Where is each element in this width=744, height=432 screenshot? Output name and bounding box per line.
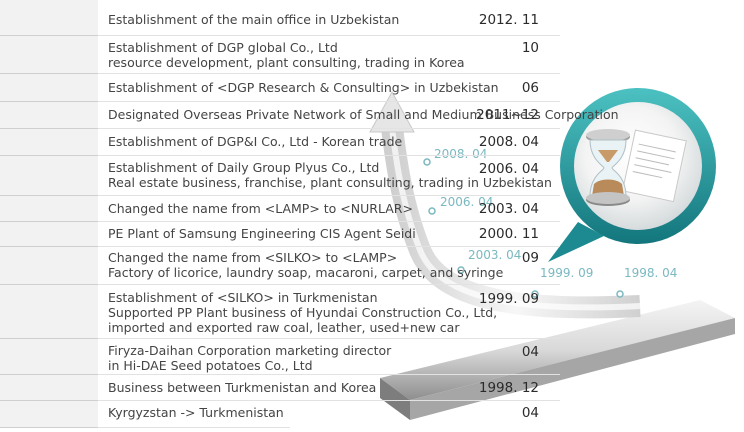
date-cell [0,247,98,285]
description-line: Establishment of the main office in Uzbe… [108,12,400,27]
history-description: Changed the name from <SILKO> to <LAMP> … [108,250,503,280]
history-date: 1999. 09 [478,291,539,307]
history-description: Establishment of DGP&I Co., Ltd - Korean… [108,134,402,149]
timeline-label: 2003. 04 [468,248,522,262]
row-divider [98,374,560,375]
description-line: in Hi-DAE Seed potatoes Co., Ltd [108,358,313,373]
description-line: Establishment of Daily Group Plyus Co., … [108,160,380,175]
timeline-label: 1998. 04 [624,266,678,280]
timeline-label: 2006. 04 [440,195,494,209]
description-line: PE Plant of Samsung Engineering CIS Agen… [108,226,416,241]
history-description: Establishment of <DGP Research & Consult… [108,80,499,95]
date-cell [0,102,98,129]
description-line: Changed the name from <SILKO> to <LAMP> [108,250,398,265]
timeline-dot [457,266,465,274]
row-divider [98,101,560,102]
description-line: Factory of licorice, laundry soap, macar… [108,265,504,280]
hourglass-document-icon [548,88,716,262]
date-cell [0,401,98,428]
row-divider [98,427,290,428]
date-cell [0,36,98,74]
description-line: Establishment of DGP&I Co., Ltd - Korean… [108,134,403,149]
row-divider [98,73,560,74]
history-row: 1998. 12 Business between Turkmenistan a… [0,375,560,401]
description-line: imported and exported raw coal, leather,… [108,320,460,335]
history-row: 04 Firyza-Daihan Corporation marketing d… [0,339,560,375]
description-line: Changed the name from <LAMP> to <NURLAR> [108,201,413,216]
history-date: 2012. 11 [478,12,539,28]
row-divider [98,35,560,36]
date-cell [0,222,98,247]
date-cell [0,196,98,222]
arrow-head [369,90,415,133]
history-date: 09 [521,250,539,266]
history-date: 2006. 04 [478,161,539,177]
row-divider [98,284,560,285]
description-line: resource development, plant consulting, … [108,55,465,70]
history-date: 2011~12 [476,107,539,123]
row-divider [98,155,560,156]
history-row: 04 Kyrgyzstan -> Turkmenistan [0,401,560,428]
history-date: 10 [521,40,539,56]
row-divider [98,221,560,222]
history-date: 2008. 04 [478,134,539,150]
description-line: Designated Overseas Private Network of S… [108,107,619,122]
history-row: 2011~12 Designated Overseas Private Netw… [0,102,619,129]
timeline-dots [423,158,624,298]
history-date: 04 [521,405,539,421]
timeline-dot [428,207,436,215]
history-row: 2006. 04 Establishment of Daily Group Pl… [0,156,560,196]
description-line: Kyrgyzstan -> Turkmenistan [108,405,284,420]
date-cell [0,129,98,156]
timeline-label: 1999. 09 [540,266,594,280]
history-date: 1998. 12 [478,380,539,396]
date-cell [0,74,98,102]
history-description: Establishment of Daily Group Plyus Co., … [108,160,552,190]
description-line: Firyza-Daihan Corporation marketing dire… [108,343,392,358]
date-cell [0,375,98,401]
row-divider [98,246,560,247]
timeline-label: 2008. 04 [434,147,488,161]
history-row: 06 Establishment of <DGP Research & Cons… [0,74,560,102]
description-line: Establishment of <DGP Research & Consult… [108,80,499,95]
date-cell [0,285,98,339]
history-description: Firyza-Daihan Corporation marketing dire… [108,343,391,373]
timeline-dot [423,158,431,166]
row-divider [98,400,560,401]
date-cell [0,156,98,196]
history-description: Designated Overseas Private Network of S… [108,107,619,122]
row-divider [98,195,560,196]
curved-arrow [369,90,641,319]
history-description: Establishment of the main office in Uzbe… [108,12,399,27]
timeline-dot [616,290,624,298]
history-row: 2000. 11 PE Plant of Samsung Engineering… [0,222,560,247]
description-line: Establishment of <SILKO> in Turkmenistan [108,290,378,305]
history-date: 04 [521,344,539,360]
history-row: 1999. 09 Establishment of <SILKO> in Tur… [0,285,560,339]
row-divider [98,128,560,129]
history-description: PE Plant of Samsung Engineering CIS Agen… [108,226,416,241]
history-date: 06 [521,80,539,96]
history-date: 2000. 11 [478,226,539,242]
history-description: Business between Turkmenistan and Korea [108,380,376,395]
history-date: 2003. 04 [478,201,539,217]
history-row: 09 Changed the name from <SILKO> to <LAM… [0,247,560,285]
description-line: Establishment of DGP global Co., Ltd [108,40,338,55]
history-row: 10 Establishment of DGP global Co., Ltd … [0,36,560,74]
date-cell [0,0,98,36]
description-line: Real estate business, franchise, plant c… [108,175,552,190]
history-description: Establishment of <SILKO> in Turkmenistan… [108,290,497,335]
date-cell [0,339,98,375]
description-line: Business between Turkmenistan and Korea [108,380,377,395]
history-row: 2008. 04 Establishment of DGP&I Co., Ltd… [0,129,560,156]
history-description: Changed the name from <LAMP> to <NURLAR> [108,201,413,216]
history-description: Establishment of DGP global Co., Ltd res… [108,40,465,70]
history-description: Kyrgyzstan -> Turkmenistan [108,405,284,420]
history-row: 2003. 04 Changed the name from <LAMP> to… [0,196,560,222]
description-line: Supported PP Plant business of Hyundai C… [108,305,498,320]
row-divider [98,338,560,339]
history-row: 2012. 11 Establishment of the main offic… [0,0,560,36]
timeline-dot [531,290,539,298]
